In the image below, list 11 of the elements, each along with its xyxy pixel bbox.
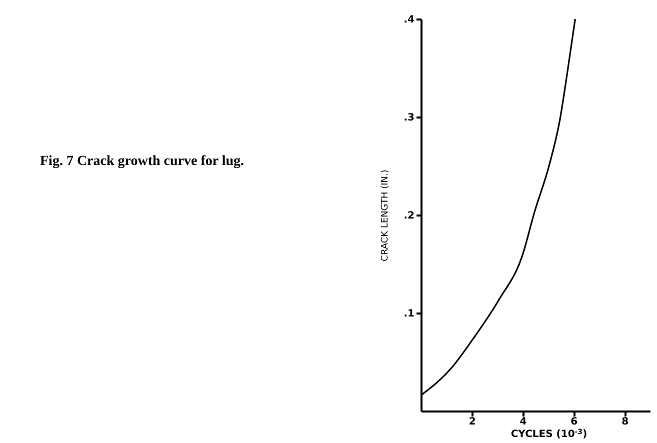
x-tick-label: 8 <box>622 416 629 428</box>
x-tick-label: 4 <box>520 416 527 428</box>
y-tick-label: .4 <box>404 14 415 26</box>
y-axis-title: CRACK LENGTH (IN.) <box>380 170 391 262</box>
y-tick-label: .1 <box>404 308 415 320</box>
text: Fig. 7 Crack growth curve for lug. <box>40 154 244 169</box>
y-tick-label: .3 <box>404 112 415 124</box>
x-tick-label: 6 <box>570 416 578 428</box>
x-axis-title: CYCLES (10$^{-3}$) <box>510 428 588 441</box>
y-tick-label: .2 <box>404 210 415 222</box>
x-tick-label: 2 <box>468 416 476 428</box>
